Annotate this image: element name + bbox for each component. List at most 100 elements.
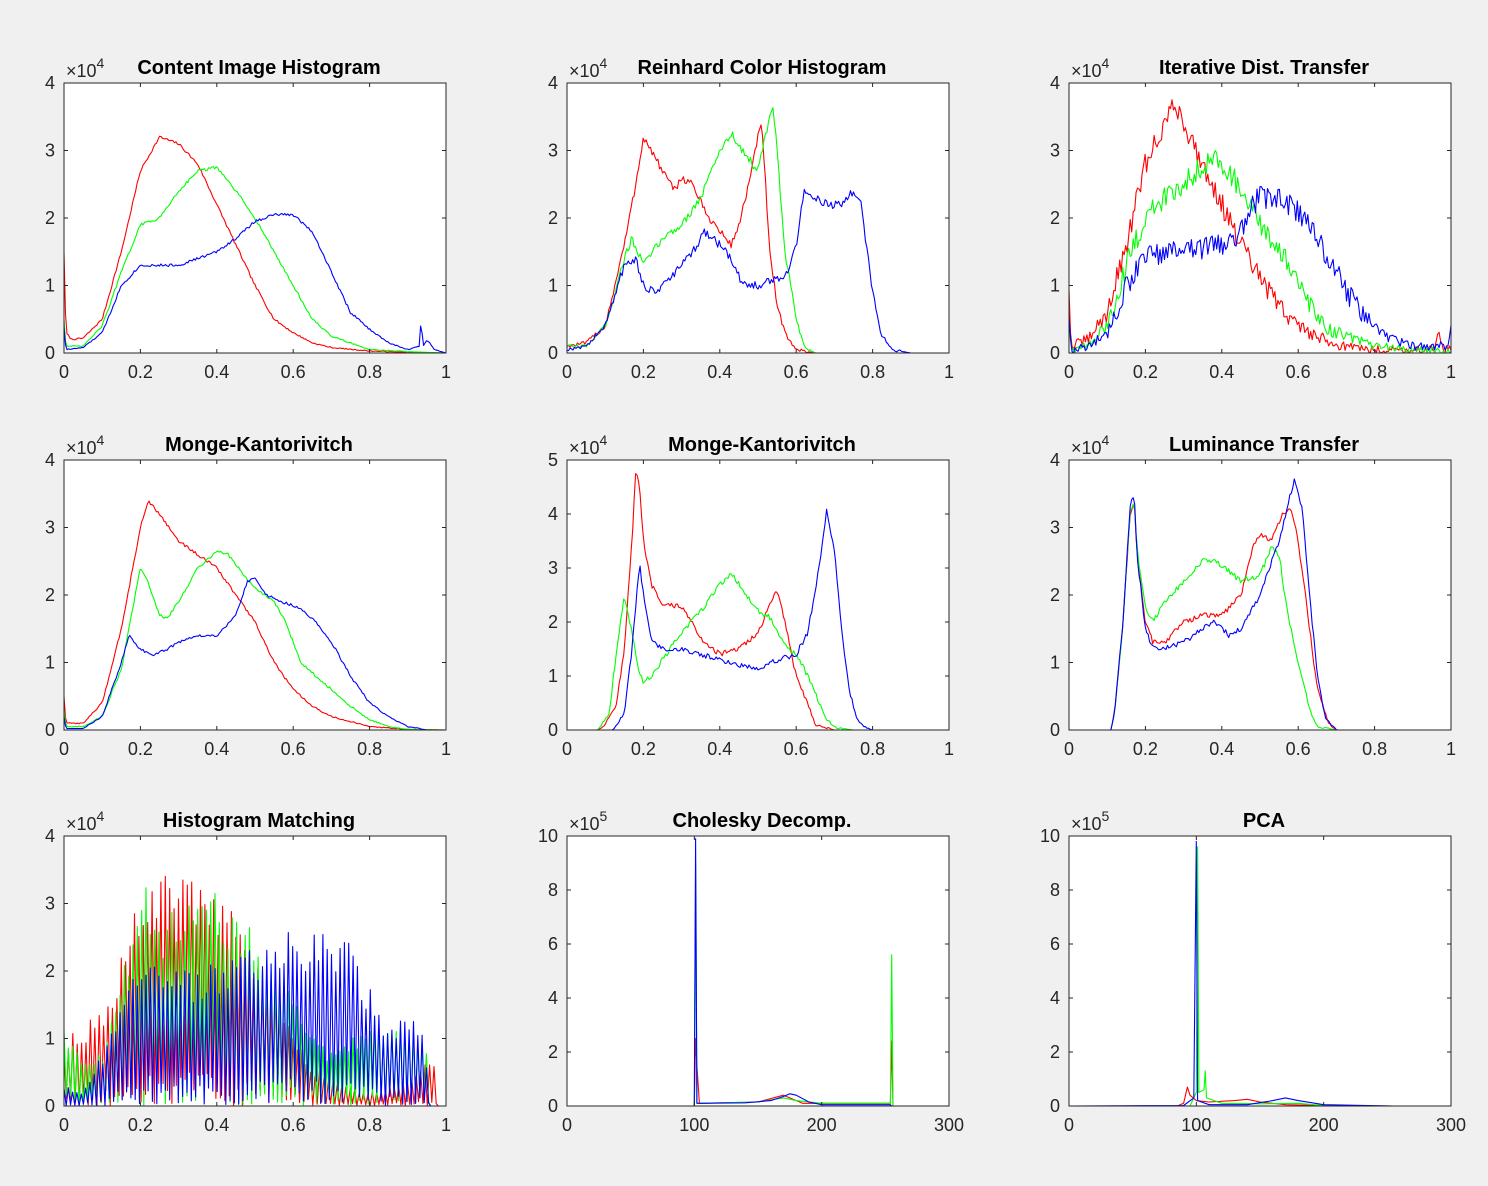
series-line-blue [567,508,949,730]
y-tick-label: 3 [548,558,558,578]
y-exponent-base: ×10 [569,438,600,458]
y-exponent-base: ×10 [1071,814,1102,834]
y-tick-label: 1 [45,653,55,673]
axes-box [1068,835,1452,1107]
y-exponent-label: ×105 [1071,808,1110,834]
series-line-green [64,166,446,353]
chart-title: Histogram Matching [163,810,355,832]
y-tick-label: 1 [548,276,558,296]
chart-title: Cholesky Decomp. [673,810,852,832]
x-tick-label: 0.4 [707,739,732,759]
x-tick-label: 200 [807,1115,837,1135]
y-tick-label: 2 [1050,585,1060,605]
y-exponent-base: ×10 [66,61,97,81]
y-exponent-power: 4 [97,432,105,448]
x-tick-label: 0.4 [1209,362,1234,382]
y-tick-label: 1 [45,276,55,296]
series-line-blue [64,212,446,353]
y-tick-label: 1 [1050,276,1060,296]
series-group [1069,99,1451,353]
x-tick-label: 0.4 [707,362,732,382]
y-tick-label: 2 [45,208,55,228]
x-tick-label: 0.2 [1133,362,1158,382]
plot-area [567,460,949,730]
x-tick-label: 1 [944,362,954,382]
x-tick-label: 1 [441,1115,451,1135]
y-tick-label: 1 [1050,653,1060,673]
plot-area [1069,836,1451,1106]
y-tick-label: 4 [548,988,558,1008]
plot-area [567,836,949,1106]
y-tick-label: 0 [548,720,558,740]
x-tick-label: 0.4 [1209,739,1234,759]
y-exponent-label: ×104 [66,432,105,458]
y-exponent-power: 4 [600,432,608,448]
y-tick-label: 0 [548,343,558,363]
y-exponent-label: ×104 [569,432,608,458]
y-tick-label: 0 [1050,1096,1060,1116]
series-line-red [1069,1086,1394,1106]
series-line-blue [1069,840,1394,1106]
y-exponent-base: ×10 [1071,61,1102,81]
x-tick-label: 0 [59,362,69,382]
series-group [64,875,439,1106]
plot-area [567,83,949,353]
x-tick-label: 1 [441,739,451,759]
y-tick-label: 2 [45,961,55,981]
y-tick-label: 0 [45,343,55,363]
y-exponent-base: ×10 [66,438,97,458]
chart-title: Luminance Transfer [1169,434,1359,456]
y-tick-label: 6 [1050,934,1060,954]
y-tick-label: 4 [1050,450,1060,470]
x-tick-label: 1 [1446,739,1456,759]
x-tick-label: 0.8 [1362,362,1387,382]
series-line-green [1069,149,1451,353]
y-tick-label: 4 [548,73,558,93]
y-tick-label: 4 [45,450,55,470]
x-tick-label: 0 [59,739,69,759]
y-tick-label: 3 [45,894,55,914]
y-tick-label: 6 [548,934,558,954]
y-tick-label: 0 [1050,343,1060,363]
y-tick-label: 0 [45,1096,55,1116]
x-tick-label: 1 [944,739,954,759]
x-tick-label: 0.8 [357,1115,382,1135]
y-tick-label: 4 [548,504,558,524]
series-line-red [1069,99,1451,353]
subplot-8: 0 100 200 300 0 2 4 6 8 10 ×105 Cholesky Decomp. [538,808,964,1135]
y-tick-label: 0 [1050,720,1060,740]
x-tick-label: 1 [441,362,451,382]
y-tick-label: 8 [548,880,558,900]
y-exponent-power: 4 [600,55,608,71]
y-exponent-label: ×104 [66,55,105,81]
y-exponent-base: ×10 [1071,438,1102,458]
axes-box [566,835,950,1107]
series-line-green [1069,846,1394,1106]
series-group [567,473,949,730]
y-tick-label: 0 [548,1096,558,1116]
x-tick-label: 0.6 [281,1115,306,1135]
x-tick-label: 0.8 [860,739,885,759]
x-tick-label: 0 [562,739,572,759]
y-exponent-label: ×105 [569,808,608,834]
x-tick-label: 0 [1064,739,1074,759]
chart-title: Reinhard Color Histogram [638,57,887,79]
y-tick-label: 4 [1050,73,1060,93]
series-line-blue [64,931,432,1106]
chart-title: Monge-Kantorivitch [668,434,856,456]
y-tick-label: 10 [538,826,558,846]
y-exponent-base: ×10 [569,61,600,81]
x-tick-label: 0.2 [631,739,656,759]
subplot-9: 0 100 200 300 0 2 4 6 8 10 ×105 PCA [1040,808,1466,1135]
series-line-green [1069,503,1451,730]
y-tick-label: 3 [45,141,55,161]
x-tick-label: 0.8 [357,739,382,759]
y-exponent-label: ×104 [66,808,105,834]
y-tick-label: 4 [1050,988,1060,1008]
y-tick-label: 4 [45,73,55,93]
y-exponent-power: 4 [97,808,105,824]
series-line-red [64,135,446,353]
